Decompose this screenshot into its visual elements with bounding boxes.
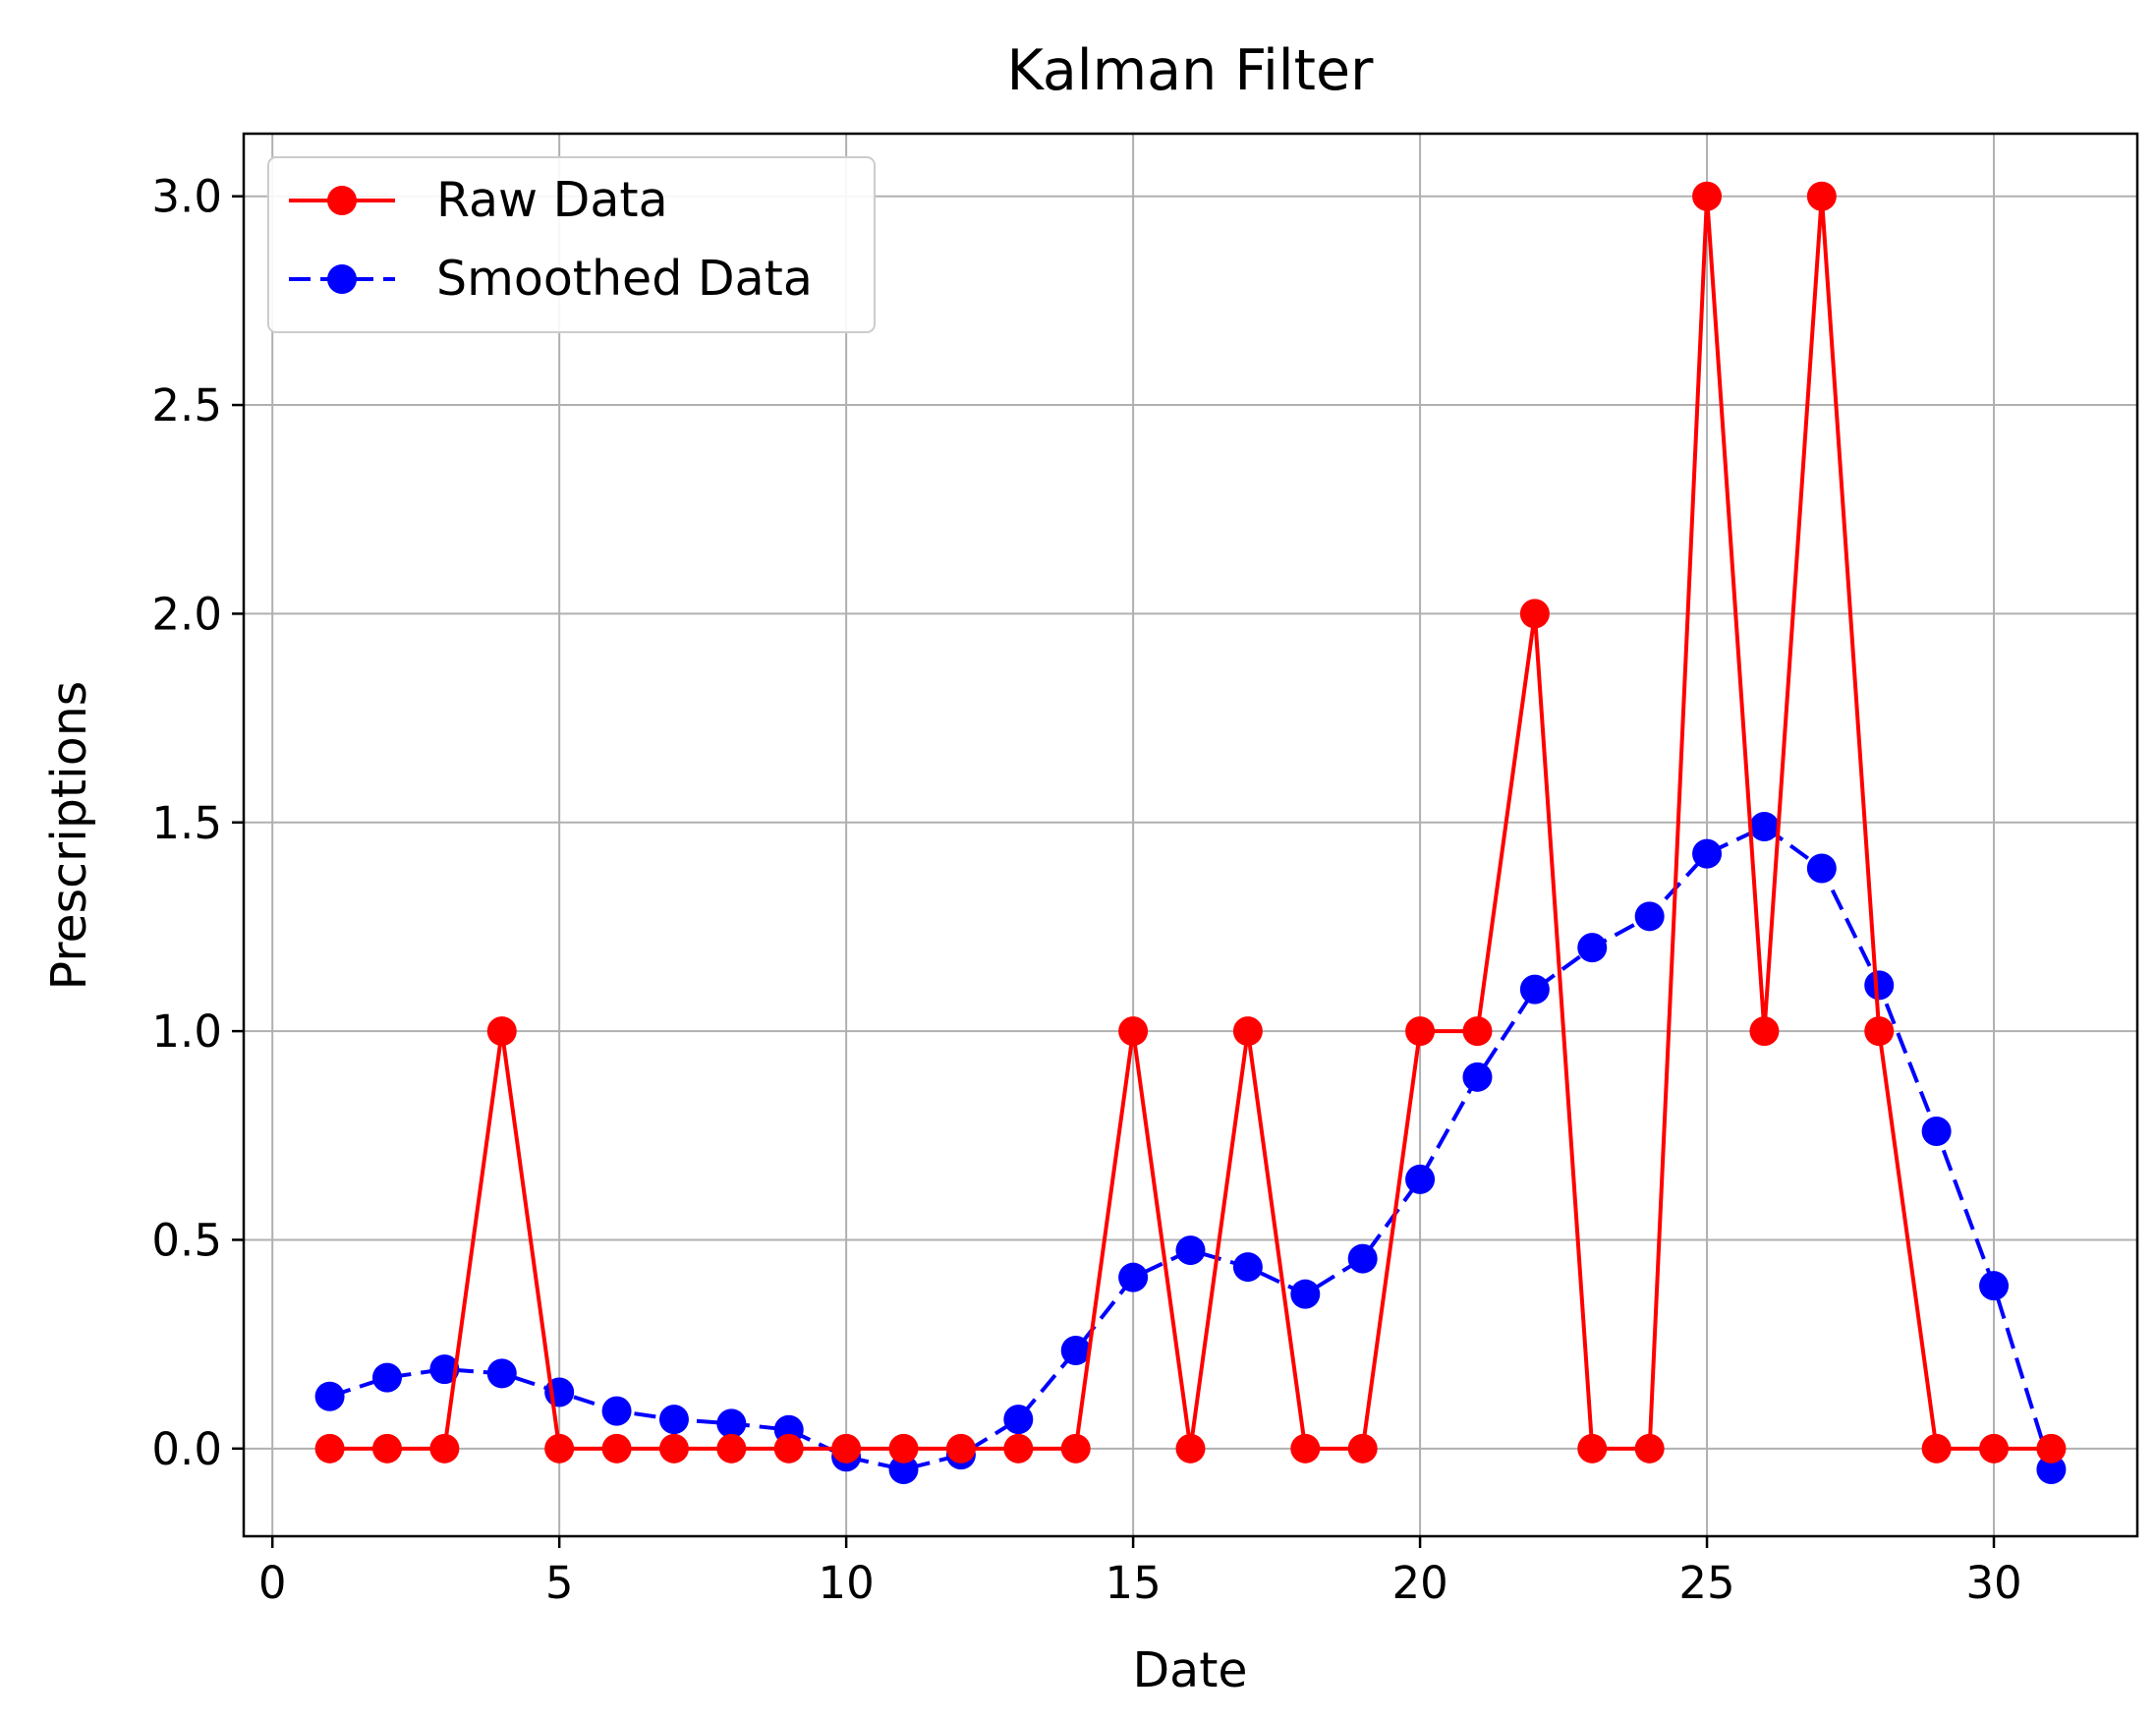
y-tick-label: 1.0 bbox=[151, 1005, 222, 1058]
data-point-raw-data bbox=[1921, 1433, 1952, 1464]
data-point-smoothed-data bbox=[1864, 970, 1895, 1001]
data-point-raw-data bbox=[314, 1433, 345, 1464]
data-point-raw-data bbox=[544, 1433, 575, 1464]
data-point-smoothed-data bbox=[1232, 1252, 1263, 1283]
data-point-raw-data bbox=[601, 1433, 632, 1464]
data-point-raw-data bbox=[1060, 1433, 1091, 1464]
data-point-smoothed-data bbox=[1519, 974, 1550, 1004]
legend-smoothed-data-marker bbox=[327, 264, 357, 294]
data-point-raw-data bbox=[1462, 1016, 1493, 1047]
data-point-raw-data bbox=[1634, 1433, 1665, 1464]
data-point-smoothed-data bbox=[1921, 1117, 1952, 1147]
data-point-smoothed-data bbox=[1749, 812, 1780, 842]
x-tick-label: 10 bbox=[819, 1557, 875, 1609]
data-point-smoothed-data bbox=[1806, 853, 1837, 884]
series-smoothed-data bbox=[314, 812, 2067, 1485]
legend-raw-data-marker bbox=[327, 186, 357, 215]
data-point-raw-data bbox=[1979, 1433, 2010, 1464]
data-point-raw-data bbox=[1577, 1433, 1608, 1464]
data-point-smoothed-data bbox=[1462, 1062, 1493, 1092]
data-point-raw-data bbox=[658, 1433, 689, 1464]
legend-raw-data-label: Raw Data bbox=[436, 172, 668, 228]
x-tick-label: 30 bbox=[1965, 1557, 2021, 1609]
legend-box bbox=[267, 156, 876, 333]
data-point-smoothed-data bbox=[1118, 1262, 1149, 1292]
data-point-smoothed-data bbox=[888, 1455, 919, 1485]
data-point-smoothed-data bbox=[1347, 1243, 1378, 1274]
data-point-raw-data bbox=[1290, 1433, 1321, 1464]
data-point-smoothed-data bbox=[314, 1381, 345, 1411]
data-point-raw-data bbox=[773, 1433, 804, 1464]
data-point-raw-data bbox=[1692, 181, 1723, 211]
data-point-smoothed-data bbox=[371, 1362, 402, 1393]
data-point-smoothed-data bbox=[1979, 1271, 2010, 1301]
y-tick-label: 0.0 bbox=[151, 1423, 222, 1475]
data-point-raw-data bbox=[1003, 1433, 1034, 1464]
data-point-smoothed-data bbox=[429, 1354, 460, 1385]
data-point-smoothed-data bbox=[1175, 1235, 1206, 1266]
data-point-raw-data bbox=[371, 1433, 402, 1464]
y-tick-label: 0.5 bbox=[151, 1214, 222, 1266]
x-axis-label: Date bbox=[1132, 1642, 1247, 1698]
x-tick-label: 5 bbox=[545, 1557, 574, 1609]
axis-ticks: 0 5 10 15 20 25 30 0.0 0.5 1.0 1.5 2.0 2.5 3.0 bbox=[151, 171, 2021, 1609]
x-tick-label: 0 bbox=[258, 1557, 287, 1609]
data-point-raw-data bbox=[1749, 1016, 1780, 1047]
data-point-raw-data bbox=[429, 1433, 460, 1464]
data-point-smoothed-data bbox=[601, 1396, 632, 1426]
data-point-smoothed-data bbox=[1577, 933, 1608, 963]
data-point-smoothed-data bbox=[486, 1358, 517, 1389]
chart-title: Kalman Filter bbox=[1006, 38, 1374, 103]
data-point-smoothed-data bbox=[2036, 1455, 2067, 1485]
data-point-raw-data bbox=[1806, 181, 1837, 211]
data-point-raw-data bbox=[888, 1433, 919, 1464]
plot-frame bbox=[242, 132, 2139, 1538]
data-point-raw-data bbox=[1519, 599, 1550, 629]
data-point-raw-data bbox=[1232, 1016, 1263, 1047]
data-point-smoothed-data bbox=[716, 1408, 747, 1439]
plot-series bbox=[314, 181, 2067, 1485]
series-raw-data bbox=[314, 181, 2067, 1464]
y-tick-label: 3.0 bbox=[151, 171, 222, 223]
data-point-raw-data bbox=[831, 1433, 862, 1464]
y-tick-label: 1.5 bbox=[151, 797, 222, 849]
data-point-smoothed-data bbox=[1060, 1336, 1091, 1366]
legend-smoothed-data-label: Smoothed Data bbox=[436, 251, 813, 307]
data-point-raw-data bbox=[1118, 1016, 1149, 1047]
data-point-raw-data bbox=[1347, 1433, 1378, 1464]
data-point-smoothed-data bbox=[1405, 1164, 1436, 1194]
data-point-raw-data bbox=[1864, 1016, 1895, 1047]
x-tick-label: 25 bbox=[1678, 1557, 1734, 1609]
y-tick-label: 2.0 bbox=[151, 588, 222, 640]
data-point-smoothed-data bbox=[658, 1405, 689, 1435]
data-point-smoothed-data bbox=[1003, 1405, 1034, 1435]
data-point-raw-data bbox=[1175, 1433, 1206, 1464]
y-tick-label: 2.5 bbox=[151, 379, 222, 431]
x-tick-label: 20 bbox=[1391, 1557, 1447, 1609]
x-tick-label: 15 bbox=[1105, 1557, 1161, 1609]
data-point-raw-data bbox=[486, 1016, 517, 1047]
y-axis-label: Prescriptions bbox=[41, 681, 97, 991]
legend: Raw Data Smoothed Data bbox=[267, 156, 876, 333]
data-point-raw-data bbox=[716, 1433, 747, 1464]
data-point-smoothed-data bbox=[1290, 1279, 1321, 1309]
data-point-raw-data bbox=[2036, 1433, 2067, 1464]
data-point-smoothed-data bbox=[1634, 901, 1665, 932]
data-point-smoothed-data bbox=[1692, 838, 1723, 869]
data-point-raw-data bbox=[945, 1433, 976, 1464]
data-point-raw-data bbox=[1405, 1016, 1436, 1047]
